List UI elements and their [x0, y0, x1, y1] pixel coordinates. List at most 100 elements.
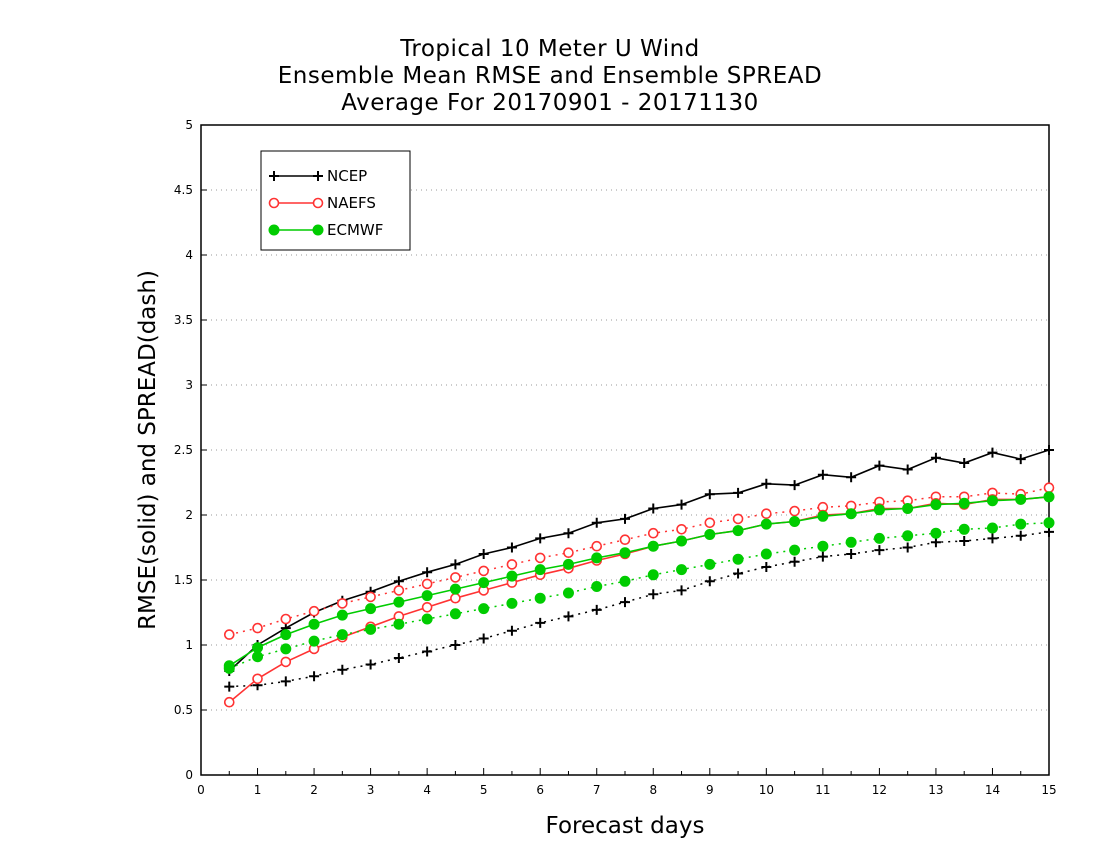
- ncep-rmse-point: [1015, 454, 1026, 465]
- naefs-rmse-point: [450, 592, 461, 604]
- ncep-spread-point: [563, 611, 574, 622]
- naefs-spread-point: [223, 629, 235, 640]
- naefs-spread-point: [676, 523, 687, 535]
- ncep-rmse-point: [676, 499, 687, 510]
- naefs-spread-point: [252, 622, 263, 634]
- naefs-spread-point: [732, 513, 744, 525]
- legend-marker-naefs: [268, 197, 280, 209]
- y-tick-label-3: 1.5: [174, 573, 193, 587]
- ncep-rmse-point: [874, 460, 885, 471]
- ncep-spread-point: [393, 653, 404, 663]
- naefs-rmse-line: [228, 496, 1050, 703]
- ecmwf-spread-point: [506, 597, 518, 609]
- naefs-spread-point: [421, 578, 433, 590]
- ncep-spread-point: [309, 671, 320, 682]
- ecmwf-spread-point: [421, 613, 433, 625]
- naefs-spread-point: [393, 585, 405, 596]
- ncep-rmse-point: [1044, 445, 1054, 455]
- ecmwf-spread-point: [252, 651, 264, 663]
- ncep-spread-point: [1015, 530, 1026, 541]
- x-tick-label-14: 14: [985, 783, 1000, 797]
- series-ecmwf: [223, 491, 1055, 674]
- ncep-rmse-point: [591, 517, 602, 528]
- ecmwf-spread-point: [789, 544, 801, 556]
- ncep-rmse-line: [228, 449, 1050, 672]
- series-layer: [223, 445, 1055, 708]
- ecmwf-spread-point: [562, 587, 574, 599]
- ncep-rmse-point: [648, 503, 659, 514]
- series-naefs: [223, 482, 1055, 708]
- x-tick-label-6: 6: [536, 783, 544, 797]
- naefs-spread-point: [337, 598, 348, 609]
- ncep-rmse-point: [422, 567, 433, 578]
- ecmwf-rmse-point: [986, 495, 998, 507]
- legend: NCEP NAEFS ECMWF: [260, 150, 411, 251]
- ecmwf-rmse-point: [930, 499, 942, 511]
- naefs-rmse-point: [223, 696, 235, 708]
- ncep-rmse-point: [846, 472, 857, 483]
- ncep-rmse-point: [704, 489, 715, 500]
- legend-item-ncep: NCEP: [269, 167, 367, 185]
- ncep-rmse-point: [761, 478, 772, 489]
- x-tick-label-5: 5: [480, 783, 488, 797]
- y-tick-label-8: 4: [185, 248, 193, 262]
- legend-marker-ncep: [269, 171, 279, 181]
- ncep-rmse-point: [506, 542, 517, 553]
- ncep-rmse-point: [563, 528, 574, 539]
- ncep-spread-point: [959, 536, 970, 546]
- ecmwf-spread-point: [1015, 518, 1027, 530]
- ecmwf-spread-point: [958, 523, 970, 535]
- naefs-spread-point: [280, 613, 292, 625]
- x-tick-label-11: 11: [815, 783, 830, 797]
- ncep-spread-point: [591, 604, 602, 615]
- ecmwf-spread-point: [704, 558, 716, 570]
- ecmwf-spread-point: [817, 540, 829, 552]
- ecmwf-spread-point: [902, 530, 914, 542]
- ecmwf-rmse-point: [280, 629, 292, 641]
- ecmwf-rmse-point: [478, 577, 490, 589]
- naefs-spread-point: [591, 540, 603, 552]
- ncep-spread-point: [817, 551, 828, 562]
- y-tick-label-7: 3.5: [174, 313, 193, 327]
- ecmwf-rmse-point: [817, 510, 829, 522]
- chart-title-line-2: Ensemble Mean RMSE and Ensemble SPREAD: [277, 63, 823, 89]
- ecmwf-rmse-point: [704, 529, 716, 540]
- y-tick-label-5: 2.5: [174, 443, 193, 457]
- ecmwf-spread-point: [732, 553, 744, 565]
- ecmwf-rmse-point: [1015, 493, 1027, 505]
- ncep-spread-point: [987, 533, 998, 544]
- naefs-spread-point: [619, 534, 631, 546]
- ncep-spread-line: [229, 531, 1050, 688]
- ncep-spread-point: [648, 589, 659, 600]
- y-tick-label-6: 3: [185, 378, 193, 392]
- x-tick-label-12: 12: [872, 783, 887, 797]
- ecmwf-rmse-point: [873, 504, 885, 516]
- ncep-spread-point: [224, 681, 235, 692]
- x-tick-label-15: 15: [1041, 783, 1056, 797]
- chart-title-line-3: Average For 20170901 - 20171130: [341, 90, 759, 116]
- ncep-spread-point: [422, 646, 433, 657]
- ecmwf-spread-point: [280, 643, 292, 655]
- ncep-spread-point: [365, 659, 376, 670]
- legend-label-naefs: NAEFS: [327, 194, 376, 212]
- ecmwf-rmse-point: [789, 516, 801, 527]
- ecmwf-rmse-point: [760, 518, 772, 530]
- ncep-rmse-point: [902, 464, 913, 475]
- grid-lines: [201, 189, 1049, 711]
- ecmwf-spread-point: [873, 532, 885, 544]
- y-tick-label-10: 5: [185, 118, 193, 132]
- naefs-spread-point: [563, 547, 574, 559]
- ecmwf-rmse-point: [393, 596, 405, 608]
- ncep-rmse-point: [620, 513, 630, 524]
- ncep-rmse-point: [535, 533, 546, 544]
- y-axis-label: RMSE(solid) and SPREAD(dash): [135, 270, 161, 630]
- y-tick-label-2: 1: [185, 638, 193, 652]
- ncep-spread-point: [874, 545, 885, 556]
- ncep-spread-point: [930, 537, 941, 548]
- x-tick-label-10: 10: [759, 783, 774, 797]
- naefs-spread-point: [534, 552, 546, 564]
- ecmwf-rmse-point: [619, 547, 631, 559]
- ecmwf-rmse-point: [845, 508, 857, 520]
- naefs-rmse-point: [280, 656, 292, 668]
- legend-label-ecmwf: ECMWF: [327, 221, 383, 239]
